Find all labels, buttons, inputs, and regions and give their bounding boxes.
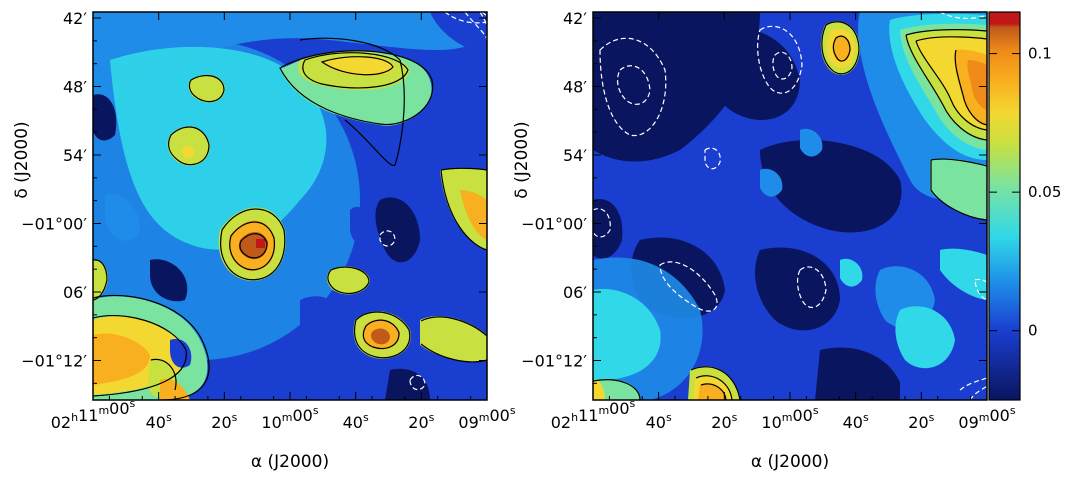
left-x-tick-label: 40s: [146, 411, 172, 432]
left-x-tick-label: 40s: [343, 411, 369, 432]
left-contours: [93, 37, 487, 400]
right-y-tick-label: −01°00′: [521, 215, 587, 234]
right-x-tick-label: 09m00s: [958, 404, 1015, 432]
left-y-tick-label: −01°12′: [21, 352, 87, 371]
left-y-tick-label: 48′: [63, 78, 87, 97]
right-x-tick-label: 40s: [646, 411, 672, 432]
right-contours: [593, 21, 987, 400]
left-tick-labels: 02h11m00s 40s 20s 10m00s 40s 20s 09m00s 42′ 48′ 5…: [21, 9, 516, 432]
colorbar-gradient: [988, 11, 1021, 401]
right-x-tick-label: 10m00s: [761, 404, 818, 432]
right-y-tick-label: 06′: [563, 283, 587, 302]
right-x-tick-label: 02h11m00s: [551, 397, 636, 432]
left-panel: 02h11m00s 40s 20s 10m00s 40s 20s 09m00s 42′ 48′ 5…: [12, 9, 516, 472]
left-y-tick-label: 42′: [63, 9, 87, 28]
right-panel: 02h11m00s 40s 20s 10m00s 40s 20s 09m00s 42′ 48′ 5…: [512, 9, 1016, 472]
left-x-tick-label: 09m00s: [458, 404, 515, 432]
right-x-tick-label: 20s: [711, 411, 737, 432]
colorbar-tick-label: 0.1: [1028, 45, 1052, 63]
left-x-tick-label: 10m00s: [261, 404, 318, 432]
left-x-tick-label: 02h11m00s: [51, 397, 136, 432]
left-axis-ticks: [92, 12, 488, 400]
right-tick-labels: 02h11m00s 40s 20s 10m00s 40s 20s 09m00s 42′ 48′ 5…: [521, 9, 1016, 432]
right-x-tick-label: 20s: [908, 411, 934, 432]
right-heatmap: [593, 12, 987, 400]
right-y-tick-label: 54′: [563, 146, 587, 165]
left-y-tick-label: −01°00′: [21, 215, 87, 234]
right-xlabel: α (J2000): [751, 452, 829, 472]
left-ylabel: δ (J2000): [12, 121, 32, 198]
colorbar-tick-label: 0.05: [1028, 183, 1061, 201]
left-x-tick-label: 20s: [408, 411, 434, 432]
left-x-tick-label: 20s: [211, 411, 237, 432]
right-y-tick-label: 42′: [563, 9, 587, 28]
colorbar-ticks: [989, 53, 1020, 332]
right-y-tick-label: −01°12′: [521, 352, 587, 371]
right-x-tick-label: 40s: [843, 411, 869, 432]
right-y-tick-label: 48′: [563, 78, 587, 97]
left-y-tick-label: 54′: [63, 146, 87, 165]
left-heatmap: [93, 12, 487, 400]
right-axis-ticks: [592, 12, 988, 400]
colorbar: 0 0.05 0.1: [988, 11, 1061, 401]
colorbar-tick-label: 0: [1028, 322, 1038, 340]
left-y-tick-label: 06′: [63, 283, 87, 302]
left-xlabel: α (J2000): [251, 452, 329, 472]
colorbar-tick-labels: 0 0.05 0.1: [1028, 45, 1061, 340]
right-ylabel: δ (J2000): [512, 121, 532, 198]
